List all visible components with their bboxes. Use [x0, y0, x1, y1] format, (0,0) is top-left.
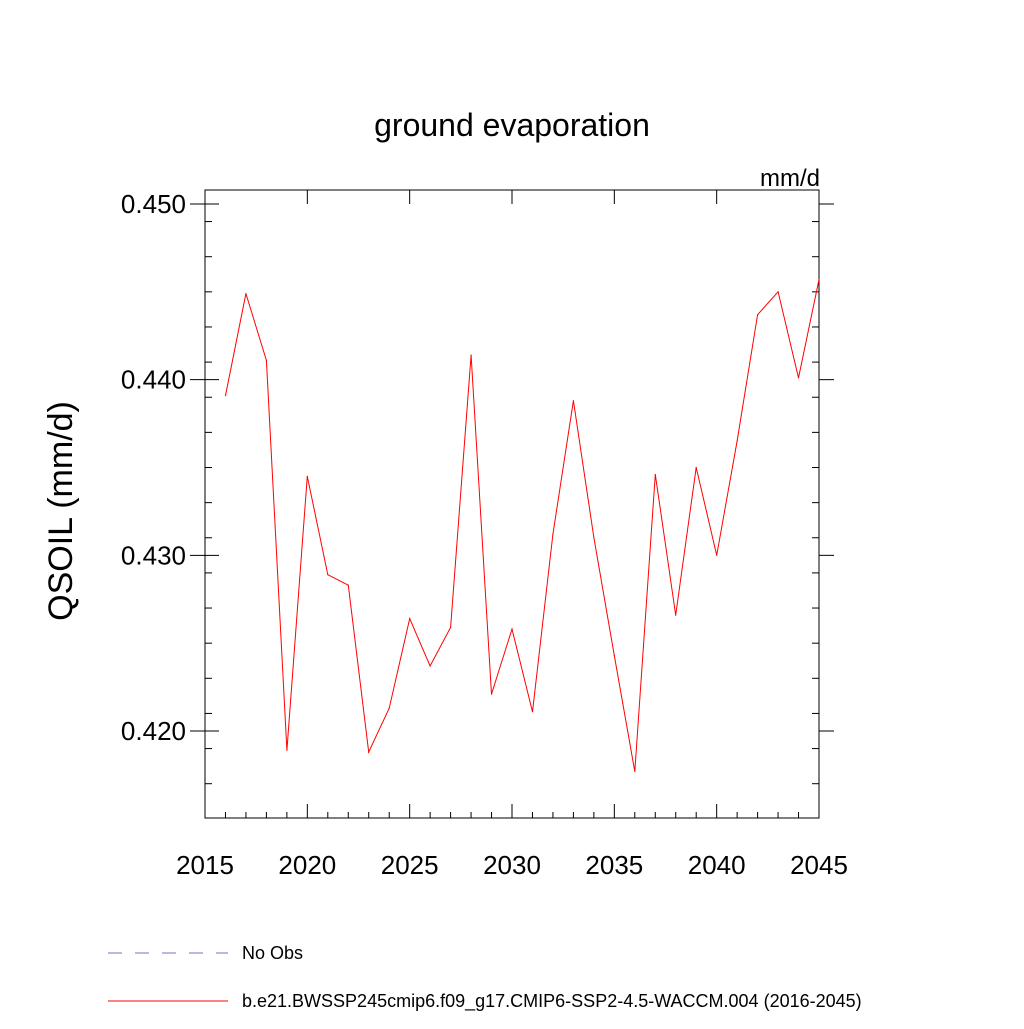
data-point — [552, 533, 554, 535]
legend: No Obs b.e21.BWSSP245cmip6.f09_g17.CMIP6-… — [108, 943, 862, 1012]
data-point — [654, 473, 656, 476]
data-point — [347, 584, 349, 586]
data-point — [634, 770, 636, 773]
data-point — [757, 314, 759, 316]
legend-label: b.e21.BWSSP245cmip6.f09_g17.CMIP6-SSP2-4… — [242, 991, 862, 1012]
data-point — [797, 377, 800, 379]
x-tick-label: 2045 — [790, 850, 848, 880]
series-line — [225, 279, 820, 772]
data-point — [306, 475, 308, 477]
data-point — [368, 751, 370, 753]
data-point — [450, 626, 452, 629]
data-point — [470, 354, 472, 356]
data-point — [716, 554, 718, 556]
plot-frame — [204, 189, 820, 819]
units-label: mm/d — [760, 165, 820, 192]
series-layer — [224, 278, 820, 773]
chart-title: ground evaporation — [374, 107, 650, 143]
data-point — [327, 574, 329, 576]
data-point — [265, 359, 267, 361]
data-point — [429, 665, 431, 667]
data-point — [388, 707, 390, 709]
x-tick-label: 2015 — [176, 850, 234, 880]
data-point — [736, 440, 738, 442]
data-point — [286, 749, 288, 751]
data-point — [572, 400, 575, 402]
data-point — [777, 291, 779, 293]
data-point — [511, 628, 513, 630]
data-point — [224, 394, 227, 397]
x-tick-label: 2035 — [585, 850, 643, 880]
y-axis-label: QSOIL (mm/d) — [42, 401, 80, 621]
data-point — [531, 711, 534, 713]
data-point — [245, 293, 247, 295]
y-tick-label: 0.440 — [121, 365, 186, 395]
data-point — [818, 278, 820, 281]
data-point — [490, 693, 493, 695]
y-tick-label: 0.420 — [121, 716, 186, 746]
data-point — [695, 466, 697, 469]
data-point — [409, 618, 411, 620]
y-tick-label: 0.450 — [121, 189, 186, 219]
x-tick-label: 2025 — [381, 850, 439, 880]
y-tick-label: 0.430 — [121, 540, 186, 570]
data-point — [613, 654, 615, 657]
data-point — [675, 614, 677, 616]
data-point — [593, 537, 595, 539]
legend-label: No Obs — [242, 943, 303, 963]
x-tick-label: 2030 — [483, 850, 541, 880]
x-tick-label: 2040 — [688, 850, 746, 880]
axes-layer: 2015 2020 2025 2030 2035 2040 2045 0.420 0.430 0.… — [121, 189, 848, 880]
x-tick-label: 2020 — [278, 850, 336, 880]
